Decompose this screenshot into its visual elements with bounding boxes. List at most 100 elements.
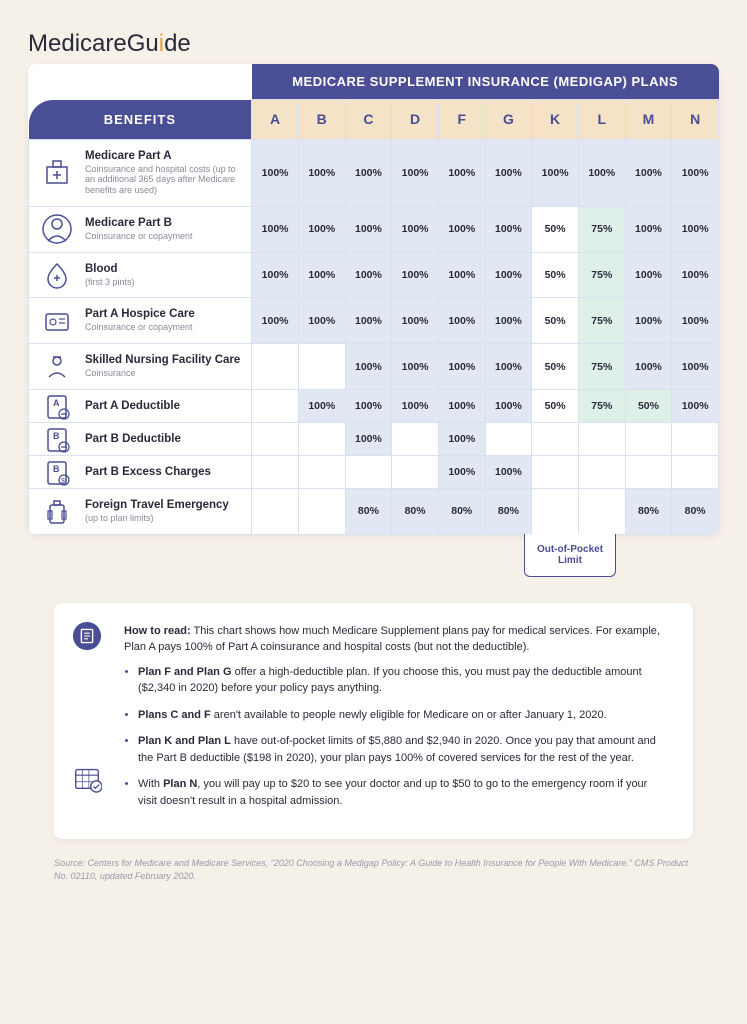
value-cell — [625, 456, 672, 489]
value-cell — [578, 456, 625, 489]
benefits-header: BENEFITS — [29, 100, 252, 140]
value-cell — [532, 489, 579, 535]
benefit-title: Skilled Nursing Facility Care — [85, 354, 240, 366]
value-cell: 100% — [345, 206, 392, 252]
plan-head-n: N — [672, 100, 719, 140]
value-cell: 75% — [578, 298, 625, 344]
plan-head-d: D — [392, 100, 439, 140]
value-cell: 100% — [438, 456, 485, 489]
benefit-cell: Foreign Travel Emergency(up to plan limi… — [29, 489, 252, 535]
notes-panel: How to read: This chart shows how much M… — [54, 603, 693, 840]
value-cell: 100% — [392, 252, 439, 298]
value-cell: 100% — [392, 344, 439, 390]
value-cell: 100% — [625, 344, 672, 390]
value-cell — [578, 489, 625, 535]
value-cell: 100% — [672, 139, 719, 206]
table-title: MEDICARE SUPPLEMENT INSURANCE (MEDIGAP) … — [252, 64, 719, 100]
table-row: BPart B Deductible 100% 100% — [29, 423, 719, 456]
benefit-title: Blood — [85, 263, 118, 275]
out-of-pocket-label: Out-of-Pocket Limit — [524, 534, 616, 577]
value-cell — [485, 423, 532, 456]
benefit-cell: Medicare Part A Coinsurance and hospital … — [29, 139, 252, 206]
benefit-icon: B$ — [41, 456, 73, 488]
value-cell: 100% — [345, 252, 392, 298]
value-cell: 100% — [625, 139, 672, 206]
value-cell: 100% — [625, 206, 672, 252]
value-cell: 100% — [392, 139, 439, 206]
benefit-subtitle: Coinsurance — [85, 368, 243, 379]
value-cell: 100% — [298, 390, 345, 423]
svg-text:A: A — [53, 398, 60, 408]
benefit-icon — [41, 305, 73, 337]
benefit-title: Medicare Part B — [85, 217, 172, 229]
table-row: B$Part B Excess Charges 100%100% — [29, 456, 719, 489]
benefit-title: Medicare Part A — [85, 150, 172, 162]
value-cell: 100% — [345, 344, 392, 390]
value-cell: 80% — [672, 489, 719, 535]
value-cell — [252, 344, 299, 390]
benefit-subtitle: Coinsurance or copayment — [85, 231, 243, 242]
plan-head-c: C — [345, 100, 392, 140]
benefit-title: Foreign Travel Emergency — [85, 499, 229, 511]
benefit-cell: Blood (first 3 pints) — [29, 252, 252, 298]
value-cell: 100% — [438, 423, 485, 456]
value-cell: 50% — [625, 390, 672, 423]
value-cell — [298, 456, 345, 489]
value-cell: 100% — [625, 252, 672, 298]
logo: MedicareGuide — [28, 30, 719, 58]
value-cell: 100% — [485, 456, 532, 489]
value-cell — [252, 390, 299, 423]
value-cell: 100% — [345, 423, 392, 456]
value-cell: 100% — [298, 298, 345, 344]
value-cell: 100% — [438, 298, 485, 344]
benefit-cell: BPart B Deductible — [29, 423, 252, 456]
source-citation: Source: Centers for Medicare and Medicar… — [54, 857, 693, 882]
value-cell — [532, 456, 579, 489]
value-cell: 100% — [672, 252, 719, 298]
value-cell: 100% — [252, 298, 299, 344]
value-cell: 100% — [392, 390, 439, 423]
benefit-icon — [41, 213, 73, 245]
benefit-cell: APart A Deductible — [29, 390, 252, 423]
value-cell: 100% — [438, 390, 485, 423]
svg-text:B: B — [53, 431, 60, 441]
value-cell: 100% — [438, 344, 485, 390]
value-cell: 100% — [485, 139, 532, 206]
value-cell: 100% — [392, 206, 439, 252]
value-cell: 50% — [532, 344, 579, 390]
benefit-icon — [41, 495, 73, 527]
value-cell: 100% — [392, 298, 439, 344]
value-cell — [252, 489, 299, 535]
benefit-title: Part A Hospice Care — [85, 308, 195, 320]
value-cell: 50% — [532, 252, 579, 298]
table-row: APart A Deductible100%100%100%100%100%50… — [29, 390, 719, 423]
benefit-cell: B$Part B Excess Charges — [29, 456, 252, 489]
value-cell — [298, 423, 345, 456]
value-cell: 80% — [345, 489, 392, 535]
document-icon — [72, 621, 102, 651]
value-cell: 80% — [625, 489, 672, 535]
value-cell — [298, 489, 345, 535]
value-cell: 50% — [532, 298, 579, 344]
plan-head-k: K — [532, 100, 579, 140]
value-cell: 80% — [438, 489, 485, 535]
how-to-read: How to read: This chart shows how much M… — [124, 623, 669, 656]
note-bullet: Plan F and Plan G offer a high-deductibl… — [138, 664, 669, 697]
value-cell — [345, 456, 392, 489]
value-cell: 100% — [438, 252, 485, 298]
note-bullet: Plan K and Plan L have out-of-pocket lim… — [138, 733, 669, 766]
value-cell — [252, 456, 299, 489]
value-cell: 100% — [345, 298, 392, 344]
value-cell: 75% — [578, 206, 625, 252]
benefit-icon: B — [41, 423, 73, 455]
value-cell — [578, 423, 625, 456]
table-row: Foreign Travel Emergency(up to plan limi… — [29, 489, 719, 535]
value-cell: 100% — [672, 390, 719, 423]
value-cell — [625, 423, 672, 456]
value-cell: 100% — [298, 139, 345, 206]
medigap-table: MEDICARE SUPPLEMENT INSURANCE (MEDIGAP) … — [28, 64, 719, 535]
benefit-subtitle: (first 3 pints) — [85, 277, 243, 288]
value-cell: 80% — [392, 489, 439, 535]
benefit-subtitle: Coinsurance and hospital costs (up to an… — [85, 164, 243, 196]
value-cell: 100% — [345, 139, 392, 206]
